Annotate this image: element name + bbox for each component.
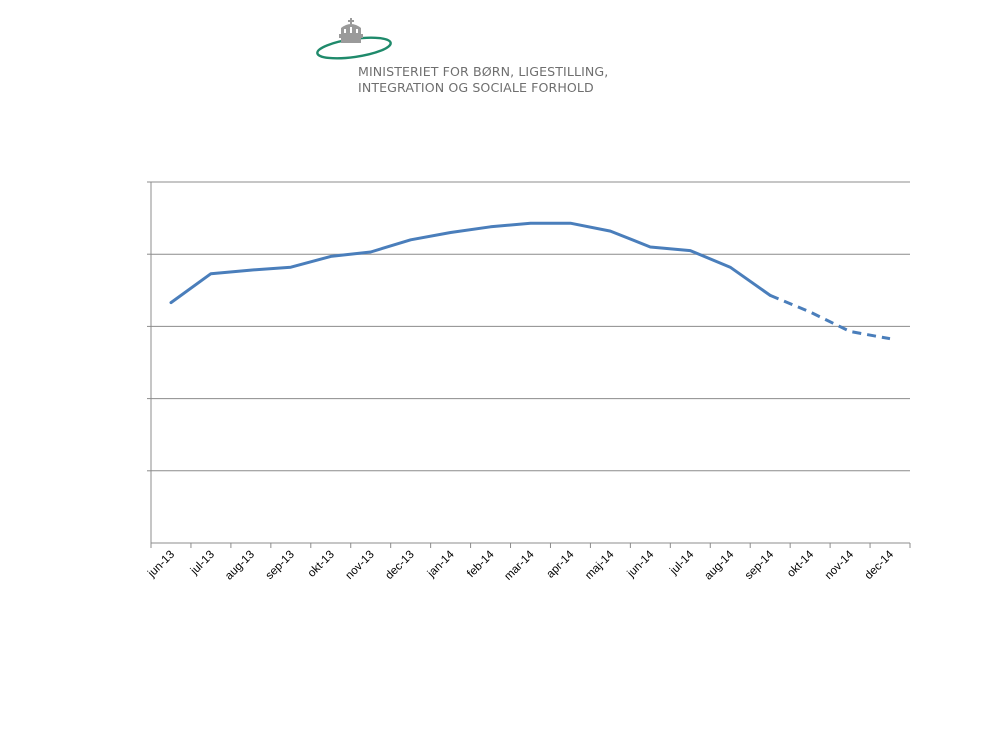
series-lines — [169, 221, 891, 341]
ministry-name: MINISTERIET FOR BØRN, LIGESTILLING, INTE… — [358, 64, 608, 96]
crown-logo-icon — [316, 18, 392, 60]
x-tick-label: jan-14 — [425, 548, 457, 580]
x-tick-label: sep-14 — [743, 548, 777, 582]
x-tick-label: dec-14 — [863, 548, 897, 582]
x-tick-label: okt-14 — [785, 548, 817, 580]
x-tick-label: feb-14 — [465, 548, 497, 580]
gridlines — [151, 181, 910, 472]
x-tick-label: aug-13 — [223, 549, 257, 583]
x-tick-label: nov-13 — [343, 549, 376, 582]
x-tick-label: maj-14 — [583, 548, 617, 582]
x-tick-label: nov-14 — [823, 548, 857, 582]
x-tick-label: jul-13 — [188, 549, 217, 578]
series-line-dashed — [769, 294, 891, 341]
x-tick-label: aug-14 — [703, 548, 737, 582]
x-tick-label: jul-14 — [667, 548, 697, 578]
x-tick-label: jun-13 — [145, 549, 177, 581]
ministry-logo: MINISTERIET FOR BØRN, LIGESTILLING, INTE… — [316, 16, 616, 106]
x-tick-label: apr-14 — [545, 548, 577, 580]
x-tick-label: okt-13 — [306, 549, 337, 580]
series-line-solid — [169, 221, 772, 305]
axes — [147, 181, 911, 548]
x-tick-label: jun-14 — [625, 548, 657, 580]
ministry-name-line-1: MINISTERIET FOR BØRN, LIGESTILLING, — [358, 64, 609, 79]
ministry-name-line-2: INTEGRATION OG SOCIALE FORHOLD — [358, 80, 594, 95]
x-tick-label: sep-13 — [264, 549, 297, 582]
x-tick-label: mar-14 — [502, 548, 537, 583]
x-tick-label: dec-13 — [383, 549, 416, 582]
x-tick-labels: jun-13 jul-13 aug-13 sep-13 okt-13 nov-13 dec-… — [145, 548, 896, 583]
